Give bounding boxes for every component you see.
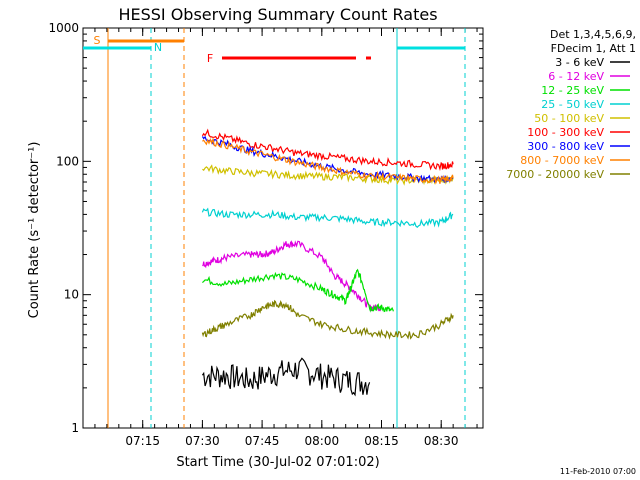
chart-title: HESSI Observing Summary Count Rates [118,5,437,24]
legend-label: 25 - 50 keV [541,98,604,111]
series-line [201,357,371,397]
legend-label: 12 - 25 keV [541,84,604,97]
series-line [201,299,454,340]
legend-label: 7000 - 20000 keV [506,168,604,181]
x-tick-label: 07:45 [245,434,280,448]
legend-label: 50 - 100 keV [534,112,604,125]
y-tick-label: 10 [64,288,79,302]
legend-label: 6 - 12 keV [548,70,604,83]
annotation-s: S [94,34,101,47]
x-axis-label: Start Time (30-Jul-02 07:01:02) [176,455,379,470]
series-line [202,240,383,312]
legend-header: Det 1,3,4,5,6,9, [550,28,636,41]
plot-frame [82,27,484,429]
x-tick-label: 08:00 [305,434,340,448]
y-tick-label: 100 [56,154,79,168]
y-axis-label: Count Rate (s⁻¹ detector⁻¹) [27,142,42,319]
y-tick-label: 1 [71,421,79,435]
y-tick-label: 1000 [48,21,79,35]
legend-label: 3 - 6 keV [555,56,604,69]
series-line [201,207,454,229]
legend-label: 100 - 300 keV [527,126,604,139]
x-tick-label: 07:30 [185,434,220,448]
legend-label: 300 - 800 keV [527,140,604,153]
x-tick-label: 08:15 [364,434,399,448]
x-tick-label: 07:15 [125,434,160,448]
annotation-n: N [154,41,162,54]
series-line [202,137,454,185]
legend-header: FDecim 1, Att 1 [551,42,636,55]
plot-area: 1 10 100 1000 07:15 07:30 07:45 08:00 08:15 08:30 [48,21,484,448]
x-tick-label: 08:30 [424,434,459,448]
series-line [201,128,454,172]
annotation-f: F [207,52,213,65]
legend-label: 800 - 7000 keV [520,154,604,167]
series-line [201,268,394,313]
series-marks: S N F [83,28,466,428]
legend: Det 1,3,4,5,6,9,FDecim 1, Att 13 - 6 keV… [506,28,636,181]
footer-date: 11-Feb-2010 07:00 [560,467,636,476]
